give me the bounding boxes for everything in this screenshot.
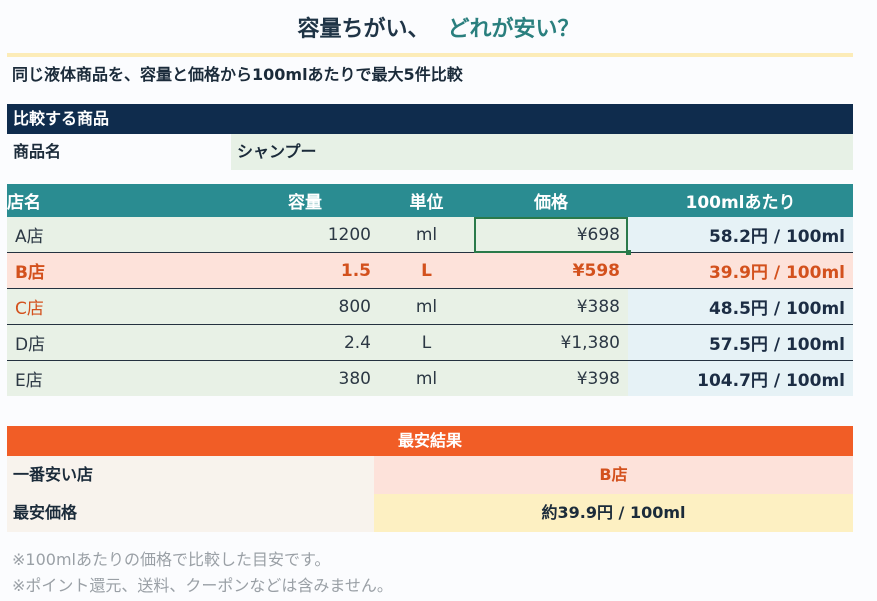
price-comparison-table: 店名 容量 単位 価格 100mlあたり A店 1200 ml ¥698 58.… — [7, 184, 853, 396]
footnote: ※ポイント還元、送料、クーポンなどは含みません。 — [12, 576, 393, 595]
unit-cell[interactable]: ml — [379, 288, 474, 325]
page-title: 容量ちがい、 どれが安い？ — [0, 12, 877, 48]
cheapest-price-label: 最安価格 — [7, 494, 374, 532]
table-row: A店 1200 ml ¥698 58.2円 / 100ml — [7, 217, 853, 255]
table-row-best: B店 1.5 L ¥598 39.9円 / 100ml — [7, 252, 853, 289]
product-name-label: 商品名 — [13, 142, 62, 161]
subtitle: 同じ液体商品を、容量と価格から100mlあたりで最大5件比較 — [12, 65, 463, 84]
per100-cell: 58.2円 / 100ml — [628, 217, 853, 253]
unit-cell[interactable]: ml — [379, 217, 474, 253]
header-volume: 容量 — [231, 184, 379, 217]
store-cell[interactable]: E店 — [7, 360, 231, 396]
product-name-cell[interactable]: シャンプー — [231, 134, 853, 170]
footnote: ※100mlあたりの価格で比較した目安です。 — [12, 550, 331, 569]
store-cell[interactable]: A店 — [7, 217, 231, 253]
table-row: D店 2.4 L ¥1,380 57.5円 / 100ml — [7, 324, 853, 361]
header-per100: 100mlあたり — [628, 184, 853, 217]
header-store: 店名 — [7, 184, 231, 217]
title-main: 容量ちがい、 — [297, 17, 430, 42]
price-cell[interactable]: ¥1,380 — [474, 324, 628, 361]
per100-cell: 104.7円 / 100ml — [628, 360, 853, 396]
per100-cell: 57.5円 / 100ml — [628, 324, 853, 361]
table-header-row: 店名 容量 単位 価格 100mlあたり — [7, 184, 853, 217]
header-unit: 単位 — [379, 184, 474, 217]
per100-cell: 48.5円 / 100ml — [628, 288, 853, 325]
cheapest-store-label: 一番安い店 — [7, 456, 374, 494]
per100-cell: 39.9円 / 100ml — [628, 252, 853, 289]
price-cell[interactable]: ¥398 — [474, 360, 628, 396]
unit-cell[interactable]: ml — [379, 360, 474, 396]
store-cell[interactable]: B店 — [7, 252, 231, 289]
price-cell[interactable]: ¥388 — [474, 288, 628, 325]
compare-section-header: 比較する商品 — [7, 104, 853, 134]
volume-cell[interactable]: 800 — [231, 288, 379, 325]
volume-cell[interactable]: 1200 — [231, 217, 379, 253]
cheapest-price-value: 約39.9円 / 100ml — [374, 494, 853, 532]
header-price: 価格 — [474, 184, 628, 217]
volume-cell[interactable]: 1.5 — [231, 252, 379, 289]
store-cell[interactable]: D店 — [7, 324, 231, 361]
unit-cell[interactable]: L — [379, 324, 474, 361]
volume-cell[interactable]: 2.4 — [231, 324, 379, 361]
cheapest-store-value: B店 — [374, 456, 853, 494]
volume-cell[interactable]: 380 — [231, 360, 379, 396]
price-cell[interactable]: ¥598 — [474, 252, 628, 289]
result-section-header: 最安結果 — [7, 426, 853, 456]
unit-cell[interactable]: L — [379, 252, 474, 289]
table-row: E店 380 ml ¥398 104.7円 / 100ml — [7, 360, 853, 396]
price-cell-selected[interactable]: ¥698 — [474, 217, 631, 255]
store-cell[interactable]: C店 — [7, 288, 231, 325]
title-underline — [7, 53, 853, 57]
table-row: C店 800 ml ¥388 48.5円 / 100ml — [7, 288, 853, 325]
title-accent: どれが安い？ — [447, 17, 580, 42]
